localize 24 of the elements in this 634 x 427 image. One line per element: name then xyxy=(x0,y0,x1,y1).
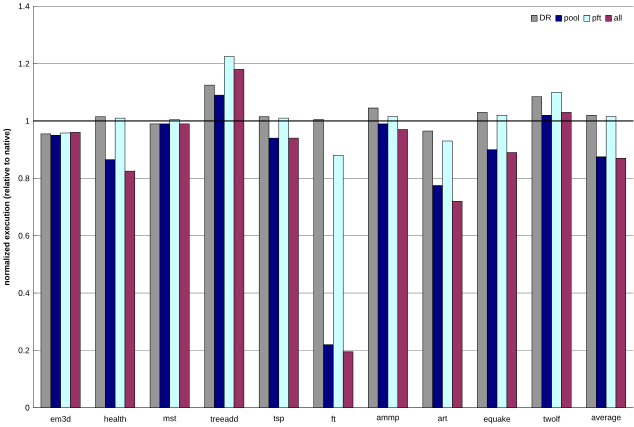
y-tick-label: 0.6 xyxy=(18,232,30,239)
legend-label: all xyxy=(614,14,622,21)
y-tick-label: 0.2 xyxy=(18,348,30,354)
x-tick-label: ft xyxy=(331,416,336,422)
y-axis-title: normalized execution (relative to native) xyxy=(3,128,12,286)
y-tick-label: 0 xyxy=(25,404,30,411)
y-tick-label: 0.8 xyxy=(18,175,30,182)
x-tick-label: twolf xyxy=(543,416,560,422)
y-tick-label: 1.4 xyxy=(18,3,30,10)
x-tick-label: health xyxy=(104,416,126,422)
y-tick-label: 0.4 xyxy=(18,290,30,296)
legend-label: DR xyxy=(540,14,551,20)
x-tick-label: tsp xyxy=(273,416,284,423)
x-tick-label: equake xyxy=(484,416,510,424)
x-tick-label: mst xyxy=(164,416,176,422)
x-tick-label: ammp xyxy=(376,416,400,422)
x-tick-label: treeadd xyxy=(210,416,238,422)
legend-label: pool xyxy=(564,14,579,22)
x-tick-label: average xyxy=(592,416,621,422)
legend-label: pft xyxy=(592,14,602,22)
y-tick-label: 1.2 xyxy=(18,60,30,67)
x-tick-label: em3d xyxy=(50,416,70,422)
y-tick-label: 1 xyxy=(26,118,30,124)
x-tick-label: art xyxy=(438,416,448,422)
